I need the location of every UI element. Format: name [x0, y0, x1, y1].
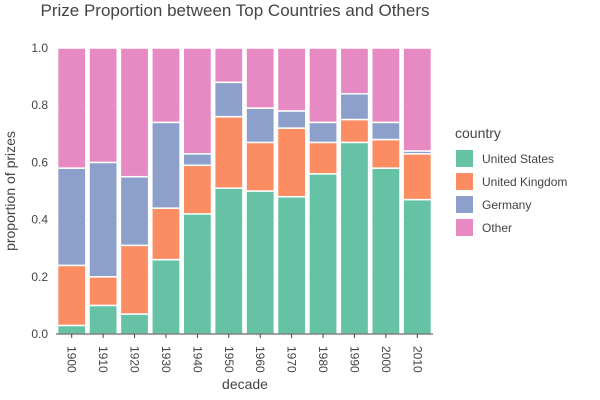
bar-segment-united-states	[182, 213, 213, 335]
bar-segment-united-states	[56, 324, 87, 335]
bar-segment-united-states	[276, 195, 307, 335]
bar-segment-united-states	[245, 190, 276, 335]
bar-segment-united-kingdom	[308, 141, 338, 175]
bar-segment-germany	[182, 153, 213, 167]
bar-segment-germany	[339, 93, 370, 121]
legend-label: Germany	[482, 198, 531, 212]
legend-label: United States	[482, 152, 554, 166]
bar-segment-united-kingdom	[276, 127, 307, 198]
bar-segment-germany	[151, 121, 181, 209]
bar-segment-other	[88, 47, 119, 164]
bar-segment-other	[56, 47, 87, 169]
bar-segment-other	[213, 47, 244, 84]
legend-swatch	[456, 150, 473, 167]
bar-segment-germany	[370, 121, 401, 141]
bar-segment-other	[339, 47, 370, 95]
x-axis-title: decade	[222, 376, 268, 392]
x-tick-label: 1930	[159, 346, 173, 373]
x-tick-label: 2010	[410, 346, 424, 373]
legend-swatch	[456, 219, 473, 236]
bar-segment-united-kingdom	[119, 244, 150, 315]
x-tick-label: 1910	[96, 346, 110, 373]
bar-segment-germany	[245, 107, 276, 144]
bar-segment-united-states	[308, 173, 338, 335]
bar-segment-united-kingdom	[151, 207, 181, 261]
bar-segment-united-kingdom	[402, 153, 433, 201]
x-tick-label: 2000	[379, 346, 393, 373]
axes: 0.0 0.2 0.4 0.6 0.8 1.0 1900 1910 1920 1930 1940 19…	[31, 41, 433, 373]
bar-segment-united-kingdom	[88, 276, 119, 307]
bar-segment-germany	[119, 175, 150, 247]
bar-segment-other	[119, 47, 150, 178]
x-tick-label: 1990	[347, 346, 361, 373]
legend-swatch	[456, 173, 473, 190]
legend-title: country	[455, 125, 501, 141]
x-tick-label: 1920	[128, 346, 142, 373]
bar-segment-united-states	[402, 198, 433, 335]
y-axis-title: proportion of prizes	[2, 131, 18, 251]
legend-swatch	[456, 196, 473, 213]
bar-segment-germany	[56, 167, 87, 267]
y-tick-label: 1.0	[31, 41, 48, 55]
bar-segment-united-states	[213, 187, 244, 335]
bars	[56, 47, 433, 335]
bar-segment-other	[308, 47, 338, 124]
bar-segment-other	[182, 47, 213, 155]
chart-title: Prize Proportion between Top Countries a…	[40, 1, 429, 20]
bar-segment-united-kingdom	[182, 164, 213, 215]
legend-label: Other	[482, 221, 512, 235]
bar-segment-other	[245, 47, 276, 109]
bar-segment-other	[402, 47, 433, 152]
y-tick-label: 0.6	[31, 155, 48, 169]
bar-segment-united-states	[370, 167, 401, 335]
x-tick-label: 1980	[316, 346, 330, 373]
x-tick-label: 1950	[222, 346, 236, 373]
bar-segment-united-kingdom	[339, 118, 370, 144]
bar-segment-united-states	[339, 141, 370, 335]
x-tick-label: 1960	[253, 346, 267, 373]
x-tick-label: 1900	[65, 346, 79, 373]
bar-segment-germany	[308, 121, 338, 144]
bar-segment-germany	[88, 161, 119, 278]
bar-segment-united-kingdom	[56, 264, 87, 327]
bar-segment-united-kingdom	[245, 141, 276, 192]
legend: country United States United Kingdom Germa…	[455, 125, 567, 236]
bar-segment-united-kingdom	[213, 115, 244, 189]
bar-segment-other	[276, 47, 307, 112]
bar-segment-germany	[276, 110, 307, 129]
y-tick-label: 0.8	[31, 98, 48, 112]
bar-segment-germany	[213, 81, 244, 118]
bar-segment-united-kingdom	[370, 138, 401, 169]
x-tick-label: 1970	[285, 346, 299, 373]
bar-segment-other	[370, 47, 401, 124]
x-tick-label: 1940	[190, 346, 204, 373]
bar-segment-united-states	[119, 313, 150, 335]
y-tick-label: 0.2	[31, 270, 48, 284]
legend-label: United Kingdom	[482, 175, 567, 189]
bar-segment-other	[151, 47, 181, 124]
bar-segment-united-states	[88, 304, 119, 335]
y-tick-label: 0.0	[31, 327, 48, 341]
bar-segment-united-states	[151, 258, 181, 335]
y-tick-label: 0.4	[31, 213, 48, 227]
